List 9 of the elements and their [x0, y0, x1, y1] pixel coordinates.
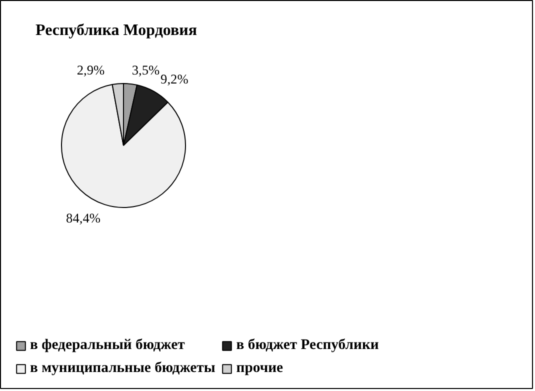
legend-label: в бюджет Республики	[236, 337, 379, 354]
data-label: 2,9%	[76, 62, 105, 78]
legend-label: прочие	[236, 360, 284, 377]
chart-title: Республика Мордовия	[36, 22, 198, 39]
legend-label: в федеральный бюджет	[30, 337, 185, 354]
data-label: 3,5%	[132, 62, 160, 78]
data-label: 84,4%	[66, 210, 100, 226]
legend-label: в муниципальные бюджеты	[30, 360, 216, 377]
data-label: 9,2%	[160, 72, 188, 87]
